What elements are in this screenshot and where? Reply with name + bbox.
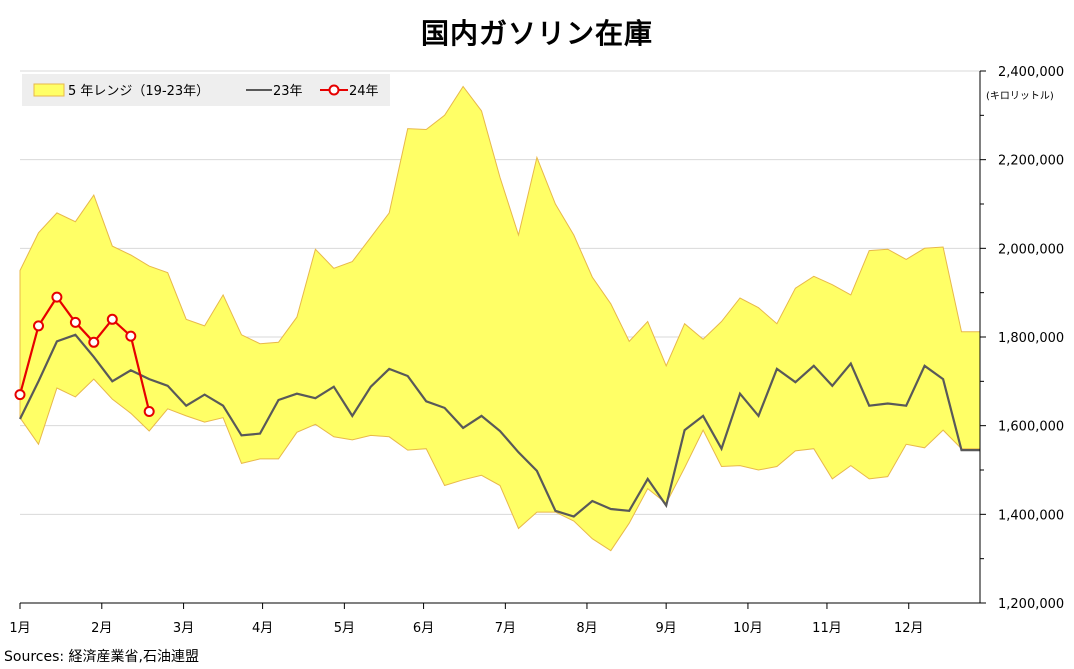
chart-title: 国内ガソリン在庫 xyxy=(420,17,653,50)
y-tick-label: 2,000,000 xyxy=(998,242,1064,257)
markers-24 xyxy=(14,291,155,417)
x-tick-label: 10月 xyxy=(733,621,763,636)
line-23 xyxy=(19,333,980,518)
y-tick-label: 2,400,000 xyxy=(998,65,1064,80)
axes: 1,200,000 1,400,000 1,600,000 1,800,000 2,00… xyxy=(9,65,1064,636)
point-24 xyxy=(88,336,100,348)
x-tick-label: 2月 xyxy=(91,621,112,636)
x-tick-label: 3月 xyxy=(173,621,194,636)
point-24 xyxy=(69,316,81,328)
y-tick-label: 1,600,000 xyxy=(998,420,1064,435)
x-tick-label: 7月 xyxy=(495,621,516,636)
source-note: Sources: 経済産業省,石油連盟 xyxy=(4,649,199,665)
point-24 xyxy=(14,389,26,401)
x-tick-label: 12月 xyxy=(894,621,924,636)
legend: 5 年レンジ（19-23年） 23年 24年 xyxy=(22,74,390,106)
legend-swatch-band xyxy=(33,83,65,97)
legend-label-band: 5 年レンジ（19-23年） xyxy=(68,84,209,99)
point-24 xyxy=(143,406,155,417)
x-tick-label: 9月 xyxy=(656,621,677,636)
y-axis-unit-label: (キロリットル) xyxy=(986,91,1054,102)
legend-marker-24 xyxy=(328,84,340,96)
point-24 xyxy=(106,313,118,325)
legend-label-23: 23年 xyxy=(273,84,303,99)
y-tick-label: 1,800,000 xyxy=(998,331,1064,346)
x-tick-label: 5月 xyxy=(334,621,355,636)
point-24 xyxy=(33,320,44,332)
point-24 xyxy=(51,291,63,303)
x-tick-label: 1月 xyxy=(9,621,30,636)
x-tick-label: 6月 xyxy=(413,621,434,636)
legend-label-24: 24年 xyxy=(349,84,379,99)
x-tick-label: 8月 xyxy=(576,621,597,636)
y-tick-label: 2,200,000 xyxy=(998,154,1064,169)
y-tick-label: 1,200,000 xyxy=(998,597,1064,612)
x-tick-label: 11月 xyxy=(812,621,842,636)
five-year-range-band xyxy=(19,85,981,552)
y-tick-label: 1,400,000 xyxy=(998,508,1064,523)
point-24 xyxy=(125,330,137,342)
x-tick-label: 4月 xyxy=(252,621,273,636)
